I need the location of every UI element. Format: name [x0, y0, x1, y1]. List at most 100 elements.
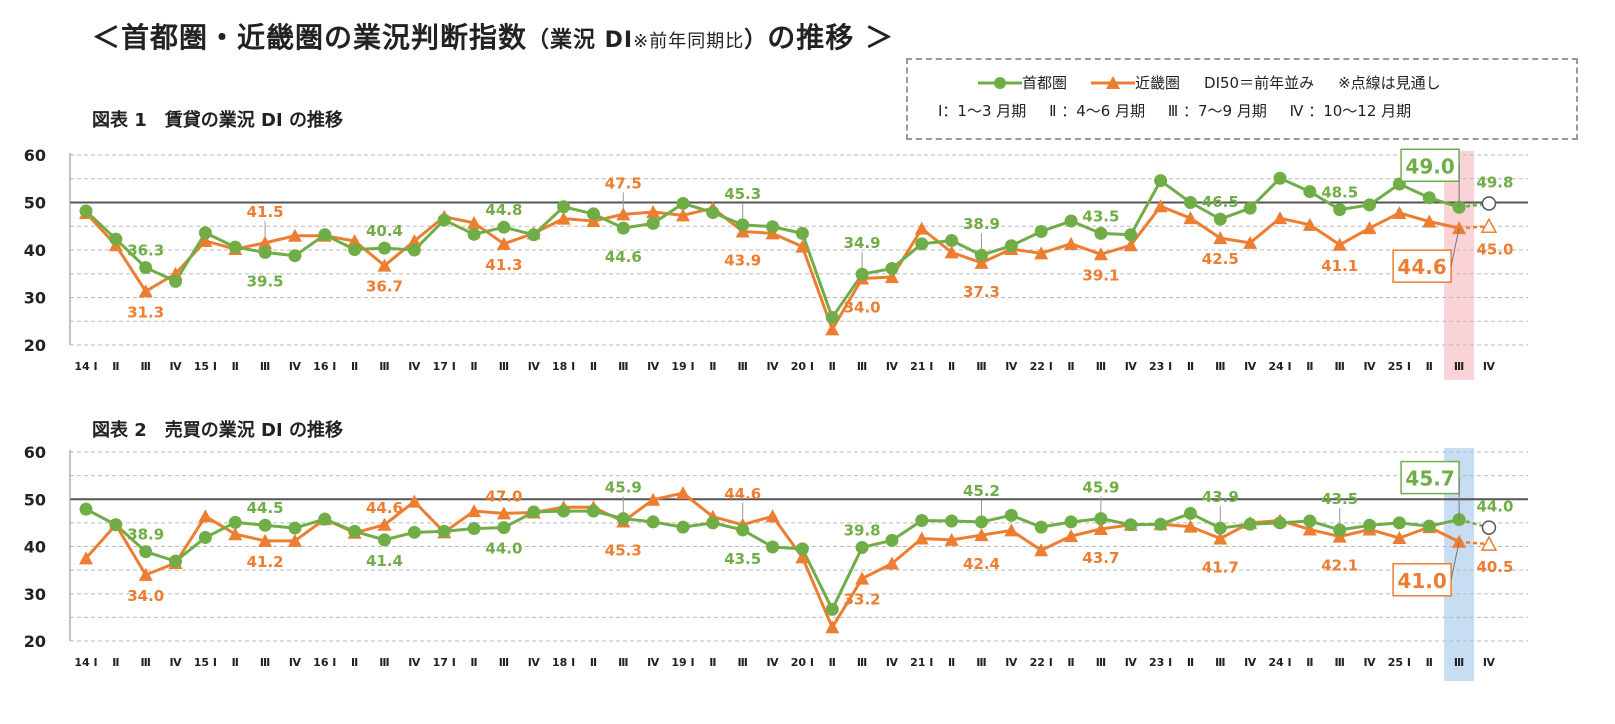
kinki-point	[944, 532, 959, 546]
title-paren-open: （業況 DI	[527, 28, 634, 53]
shutoken-point	[1183, 196, 1197, 209]
x-tick-label: Ⅱ	[1187, 656, 1194, 669]
legend-shutoken: 首都圏	[1022, 74, 1068, 92]
x-tick-label: Ⅲ	[976, 656, 986, 669]
shutoken-data-label: 44.5	[247, 499, 284, 517]
title-end: の推移 ＞	[767, 21, 894, 54]
kinki-data-label: 45.3	[605, 541, 642, 559]
shutoken-point	[945, 234, 959, 247]
shutoken-point	[497, 220, 511, 234]
shutoken-point	[855, 540, 869, 554]
kinki-data-label: 44.6	[724, 485, 761, 503]
shutoken-data-label: 45.3	[724, 185, 761, 203]
kinki-point	[377, 517, 392, 531]
shutoken-point	[348, 524, 362, 538]
shutoken-point	[169, 554, 183, 568]
shutoken-point	[1392, 516, 1406, 530]
kinki-data-label: 41.3	[485, 256, 522, 274]
shutoken-point	[288, 249, 302, 263]
x-tick-label: Ⅳ	[767, 656, 780, 669]
shutoken-data-label: 45.9	[1082, 479, 1119, 497]
kinki-point	[1332, 237, 1347, 251]
x-tick-label: Ⅳ	[1244, 656, 1257, 669]
shutoken-point	[467, 227, 481, 241]
shutoken-data-label: 45.2	[963, 482, 1000, 500]
x-tick-label: 24 Ⅰ	[1268, 656, 1291, 669]
kinki-point	[1452, 534, 1467, 548]
x-tick-label: 24 Ⅰ	[1268, 360, 1291, 373]
shutoken-point	[1094, 226, 1108, 240]
shutoken-data-label: 41.4	[366, 552, 403, 570]
x-tick-label: 20 Ⅰ	[791, 656, 814, 669]
kinki-data-label: 41.5	[247, 203, 284, 221]
x-tick-label: Ⅲ	[976, 360, 986, 373]
x-tick-label: Ⅱ	[112, 360, 119, 373]
kinki-point	[1123, 238, 1138, 252]
shutoken-point	[139, 261, 153, 275]
kinki-point	[795, 239, 810, 253]
shutoken-data-label: 44.0	[1476, 498, 1513, 516]
shutoken-point	[646, 515, 660, 529]
shutoken-point	[1154, 517, 1168, 531]
shutoken-forecast-line	[1458, 202, 1490, 209]
kinki-point	[676, 208, 690, 222]
kinki-data-label: 42.5	[1202, 250, 1239, 268]
x-tick-label: 19 Ⅰ	[671, 360, 694, 373]
shutoken-point	[885, 262, 899, 276]
shutoken-point	[736, 218, 750, 232]
kinki-data-label: 47.5	[605, 174, 642, 192]
x-tick-label: 19 Ⅰ	[671, 656, 694, 669]
kinki-point	[287, 533, 302, 547]
shutoken-point	[109, 232, 123, 246]
legend-box: 首都圏 近畿圏 DI50＝前年並み ※点線は見通し Ⅰ：1～3 月期 Ⅱ ：4～…	[906, 58, 1578, 140]
x-tick-label: Ⅱ	[1306, 360, 1313, 373]
kinki-data-label: 40.5	[1476, 558, 1513, 576]
shutoken-point	[378, 533, 391, 547]
shutoken-point	[1481, 520, 1497, 535]
shutoken-point	[616, 221, 630, 235]
kinki-point	[1302, 217, 1317, 231]
legend-q2: Ⅱ ：4～6 月期	[1049, 102, 1146, 120]
x-tick-label: Ⅲ	[260, 656, 270, 669]
shutoken-point	[407, 243, 421, 257]
shutoken-point	[915, 237, 929, 251]
shutoken-point	[79, 204, 93, 218]
kinki-point	[1004, 523, 1019, 537]
shutoken-point	[1363, 518, 1377, 532]
x-tick-label: Ⅳ	[289, 360, 302, 373]
shutoken-point	[975, 248, 988, 262]
kinki-point	[1302, 522, 1317, 536]
x-tick-label: Ⅱ	[829, 656, 836, 669]
kinki-point	[1153, 199, 1168, 213]
shutoken-data-label: 48.5	[1321, 184, 1358, 202]
shutoken-legend-icon	[978, 76, 1022, 89]
title-paren-close: ）	[744, 28, 768, 53]
x-tick-label: Ⅲ	[618, 656, 628, 669]
kinki-data-label: 44.6	[366, 499, 403, 517]
shutoken-point	[258, 245, 272, 259]
shutoken-point	[228, 515, 242, 529]
shutoken-data-label: 43.9	[1202, 488, 1239, 506]
shutoken-point	[1422, 191, 1436, 205]
shutoken-data-label: 43.5	[724, 550, 761, 568]
x-tick-label: 22 Ⅰ	[1030, 656, 1053, 669]
x-tick-label: 15 Ⅰ	[194, 360, 217, 373]
shutoken-point	[1333, 523, 1347, 537]
x-tick-label: 20 Ⅰ	[791, 360, 814, 373]
shutoken-point	[1154, 174, 1168, 188]
shutoken-point	[795, 226, 809, 240]
kinki-point	[1392, 205, 1407, 219]
legend-quarter-row: Ⅰ：1～3 月期 Ⅱ ：4～6 月期 Ⅲ ：7～9 月期 Ⅳ ：10～12 月期	[938, 100, 1429, 121]
kinki-legend-icon	[1091, 75, 1136, 89]
kinki-point	[1273, 211, 1287, 225]
x-tick-label: Ⅳ	[1364, 360, 1377, 373]
shutoken-point	[766, 220, 780, 234]
shutoken-point	[198, 531, 212, 545]
shutoken-point	[1064, 214, 1078, 228]
x-tick-label: Ⅱ	[1306, 656, 1313, 669]
shutoken-point	[676, 196, 690, 210]
shutoken-point	[1363, 198, 1377, 212]
x-tick-label: Ⅱ	[232, 360, 239, 373]
